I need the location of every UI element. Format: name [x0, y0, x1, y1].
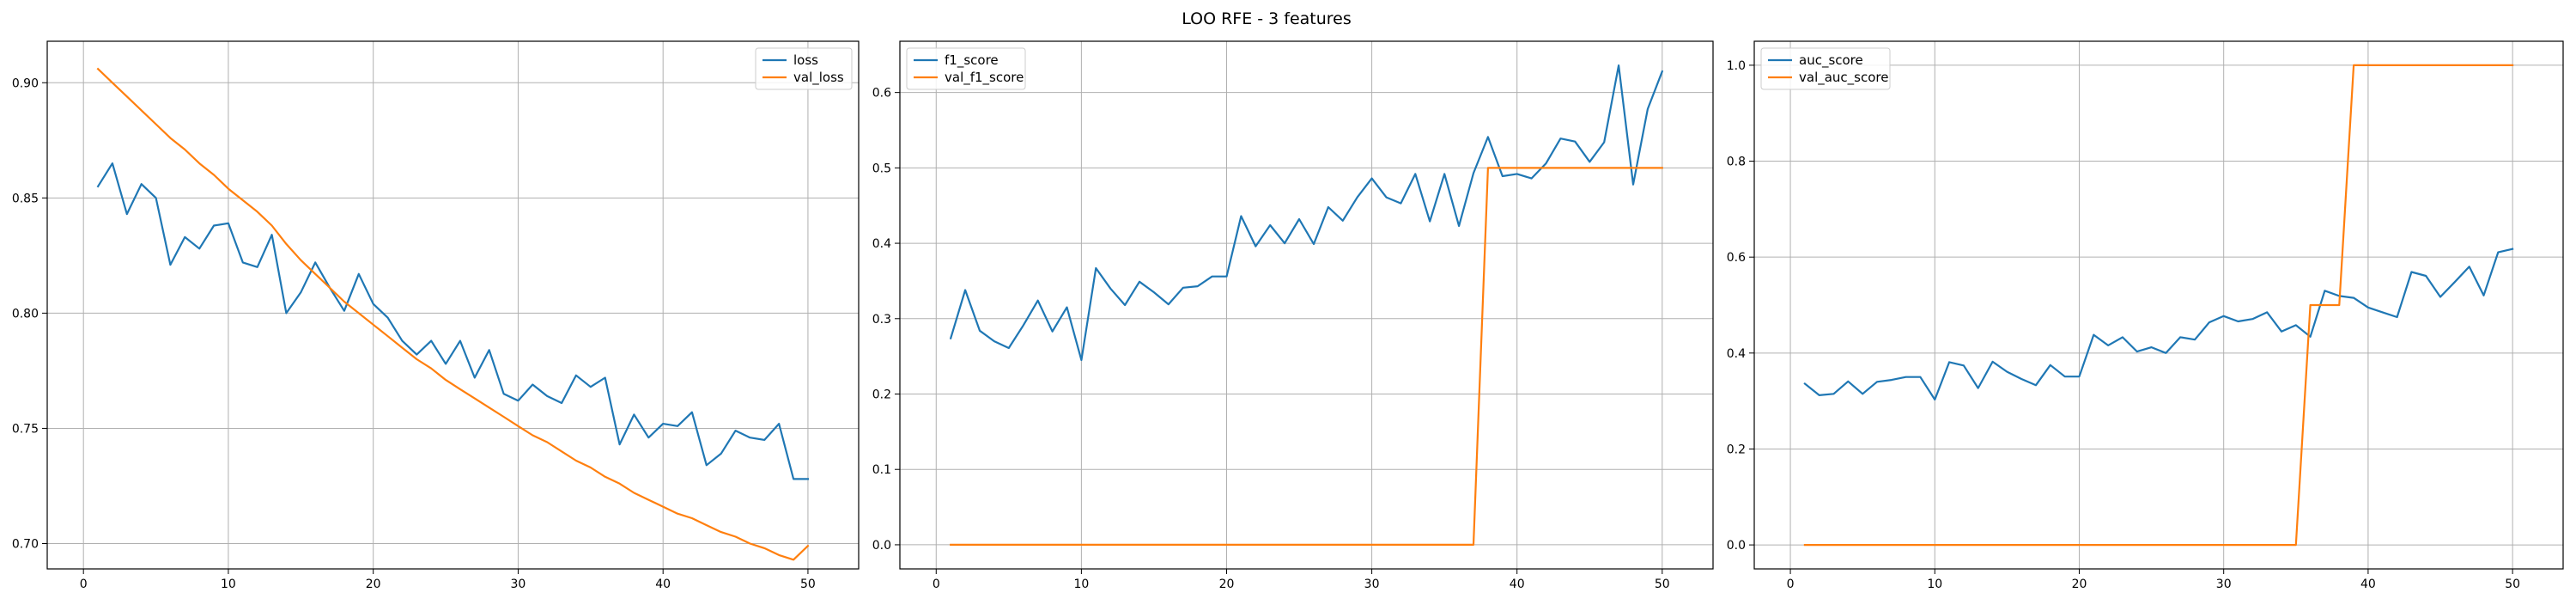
axes-frame [899, 40, 1714, 570]
axes-frame [1753, 40, 2564, 570]
y-tick-label: 0.80 [12, 307, 39, 321]
y-tick-label: 0.75 [12, 422, 39, 436]
x-tick-label: 40 [1510, 578, 1525, 591]
x-tick-label: 30 [1364, 578, 1380, 591]
legend-label: val_f1_score [945, 70, 1024, 86]
legend-label: loss [793, 52, 818, 68]
subplot-3: 0 10 20 30 40 50 0.0 0.2 0.4 0.6 0.8 1.0 auc_scoreva… [1727, 40, 2564, 591]
axes-frame [46, 40, 860, 570]
x-tick-label: 40 [655, 578, 671, 591]
x-tick-label: 30 [511, 578, 526, 591]
legend-label: f1_score [945, 52, 999, 69]
legend-box [906, 47, 1026, 90]
y-tick-label: 0.6 [1727, 251, 1746, 265]
x-tick-label: 10 [1073, 578, 1089, 591]
y-tick-label: 0.1 [872, 463, 891, 477]
x-tick-label: 10 [221, 578, 236, 591]
y-tick-label: 1.0 [1727, 59, 1746, 73]
plot-area [1754, 41, 2563, 569]
subplot-1: 0 10 20 30 40 50 0.70 0.75 0.80 0.85 0.90 loss val_l… [12, 40, 860, 591]
series-line-f1-score [949, 64, 1664, 362]
x-tick-label: 50 [800, 578, 816, 591]
legend-label: auc_score [1799, 52, 1863, 69]
x-tick-label: 0 [80, 578, 88, 591]
plot-area [47, 41, 859, 569]
y-tick-label: 0.6 [872, 87, 891, 101]
x-tick-label: 0 [933, 578, 940, 591]
series-line-val-loss [96, 67, 810, 561]
y-tick-label: 0.4 [1727, 347, 1746, 361]
y-tick-label: 0.4 [872, 237, 891, 251]
legend-box [1760, 47, 1891, 90]
x-tick-label: 50 [1655, 578, 1670, 591]
x-tick-label: 10 [1927, 578, 1942, 591]
series-line-val-auc-score [1803, 64, 2514, 547]
x-tick-label: 20 [1219, 578, 1235, 591]
x-tick-label: 0 [1787, 578, 1795, 591]
x-tick-label: 20 [366, 578, 381, 591]
y-tick-label: 0.2 [1727, 443, 1746, 456]
y-tick-label: 0.5 [872, 162, 891, 175]
plot-area [900, 41, 1713, 569]
x-tick-label: 50 [2505, 578, 2520, 591]
y-tick-label: 0.2 [872, 388, 891, 402]
y-tick-label: 0.90 [12, 76, 39, 90]
y-tick-label: 0.70 [12, 538, 39, 552]
series-line-val-f1-score [950, 167, 1663, 547]
y-tick-label: 0.3 [872, 313, 891, 327]
subplot-2: 0 10 20 30 40 50 0.0 0.1 0.2 0.3 0.4 0.5 0.6 f1_score… [872, 40, 1714, 591]
figure-title: LOO RFE - 3 features [1182, 9, 1352, 28]
legend: loss val_loss [755, 47, 853, 90]
y-tick-label: 0.0 [872, 539, 891, 553]
x-tick-label: 40 [2360, 578, 2376, 591]
y-tick-label: 0.0 [1727, 539, 1746, 553]
legend-label: val_auc_score [1799, 70, 1889, 86]
x-tick-label: 20 [2072, 578, 2087, 591]
subplots: 0 10 20 30 40 500.700.750.800.850.90lossval_l… [12, 40, 2564, 591]
y-tick-label: 0.85 [12, 192, 39, 205]
series-line-auc-score [1803, 248, 2514, 401]
y-tick-label: 0.8 [1727, 156, 1746, 169]
x-tick-label: 30 [2216, 578, 2232, 591]
series-line-loss [96, 162, 810, 480]
legend-box [755, 47, 853, 90]
legend-label: val_loss [793, 70, 844, 86]
